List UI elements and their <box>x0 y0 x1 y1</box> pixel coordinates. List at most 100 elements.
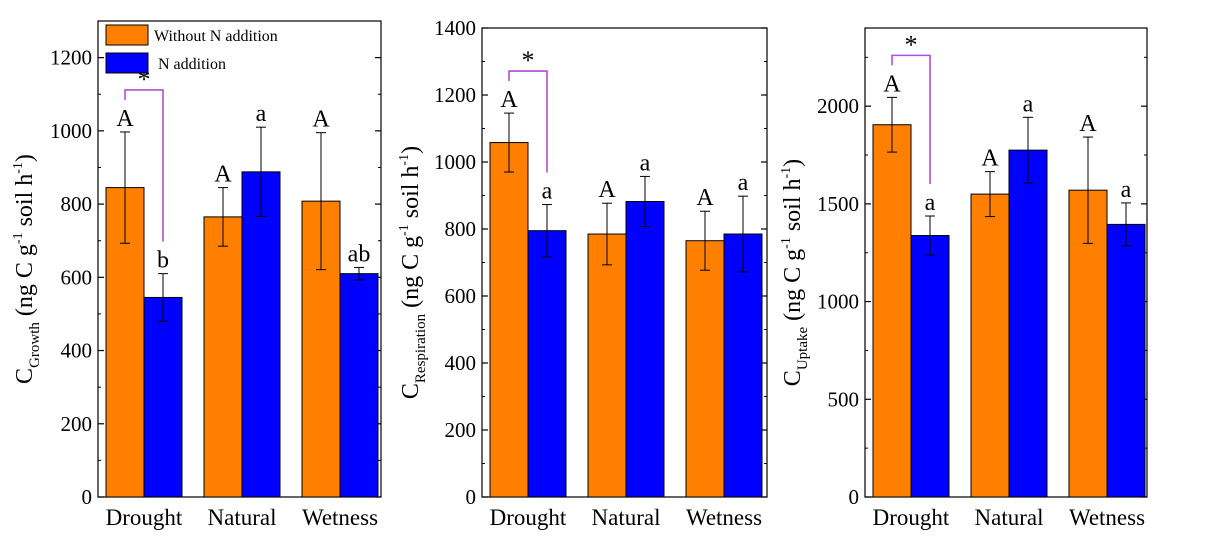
x-tick-label: Wetness <box>1069 505 1145 530</box>
significance-letter: A <box>696 185 714 211</box>
y-tick-label: 200 <box>61 412 93 436</box>
bar <box>587 233 627 498</box>
bar <box>910 235 950 498</box>
significance-letter: a <box>1121 177 1132 203</box>
y-tick-label: 1000 <box>817 290 859 314</box>
y-axis-label-part: (ng C g <box>398 236 424 314</box>
y-axis-label-part: ) <box>398 146 424 154</box>
y-axis-label-part: -1 <box>11 162 26 174</box>
significance-letter: A <box>598 177 616 203</box>
y-tick-label: 1200 <box>434 83 476 107</box>
y-axis-label-part: -1 <box>397 224 412 236</box>
bar <box>527 230 567 498</box>
y-axis-label: CGrowth (ng C g-1 soil h-1) <box>11 154 43 384</box>
y-tick-label: 0 <box>466 485 477 509</box>
bar <box>241 171 281 498</box>
y-tick-label: 1000 <box>434 150 476 174</box>
y-axis-label-part: -1 <box>779 237 794 249</box>
y-tick-label: 800 <box>61 192 93 216</box>
legend-label: N addition <box>158 56 226 73</box>
bar <box>625 201 665 498</box>
y-axis-label-part: -1 <box>779 167 794 179</box>
significance-letter: A <box>312 107 330 133</box>
x-tick-label: Drought <box>490 505 567 530</box>
significance-letter: A <box>883 71 901 97</box>
y-axis-label-part: soil h <box>398 166 424 225</box>
y-axis-label-part: ) <box>12 154 38 162</box>
legend-swatch <box>105 52 149 74</box>
significance-star: * <box>522 46 535 75</box>
bar <box>872 124 912 498</box>
y-axis-label-part: (ng C g <box>780 249 806 327</box>
bar <box>1106 223 1146 498</box>
significance-star: * <box>905 30 918 59</box>
significance-letter: A <box>981 146 999 172</box>
y-axis-label-part: Uptake <box>795 327 811 371</box>
significance-letter: a <box>640 150 651 176</box>
bar <box>203 216 243 498</box>
y-axis-label-part: Growth <box>27 322 43 368</box>
x-tick-label: Wetness <box>302 505 378 530</box>
significance-letter: a <box>542 179 553 205</box>
x-tick-label: Drought <box>106 505 183 530</box>
bar <box>1008 149 1048 498</box>
significance-letter: a <box>256 101 267 127</box>
y-tick-label: 1400 <box>434 16 476 40</box>
x-tick-label: Natural <box>592 505 661 530</box>
significance-letter: b <box>157 248 169 274</box>
significance-letter: ab <box>348 241 371 267</box>
legend-swatch <box>105 24 149 46</box>
y-tick-label: 400 <box>445 351 477 375</box>
bar <box>723 233 763 498</box>
significance-bracket <box>124 89 164 242</box>
y-tick-label: 800 <box>445 217 477 241</box>
legend: Without N addition N addition <box>105 24 278 74</box>
y-axis-label-part: (ng C g <box>12 244 38 322</box>
significance-letter: A <box>214 162 232 188</box>
significance-letter: a <box>738 170 749 196</box>
significance-letter: a <box>1023 91 1034 117</box>
y-tick-label: 0 <box>82 485 93 509</box>
x-tick-label: Drought <box>873 505 950 530</box>
bar <box>489 142 529 498</box>
bar <box>339 273 379 498</box>
legend-label: Without N addition <box>154 28 278 45</box>
significance-bracket <box>508 70 548 173</box>
y-axis-label: CUptake (ng C g-1 soil h-1) <box>779 159 811 386</box>
y-axis-label-part: soil h <box>780 178 806 237</box>
bar <box>970 193 1010 498</box>
significance-letter: A <box>1079 111 1097 137</box>
bar <box>685 240 725 498</box>
y-tick-label: 2000 <box>817 94 859 118</box>
y-tick-label: 400 <box>61 339 93 363</box>
y-tick-label: 200 <box>445 418 477 442</box>
significance-bracket <box>891 54 931 184</box>
x-tick-label: Wetness <box>686 505 762 530</box>
y-axis-label-part: soil h <box>12 174 38 233</box>
y-tick-label: 1000 <box>50 119 92 143</box>
x-tick-label: Natural <box>975 505 1044 530</box>
bar <box>143 296 183 498</box>
panel-2: 0 200 400 600 800 1000 1200 1400 CRespiration (n… <box>397 16 768 530</box>
y-axis-label-part: C <box>780 370 806 386</box>
significance-letter: A <box>116 106 134 132</box>
y-tick-label: 0 <box>849 485 860 509</box>
significance-letter: A <box>500 87 518 113</box>
y-tick-label: 600 <box>61 265 93 289</box>
y-tick-label: 1200 <box>50 46 92 70</box>
y-axis-label-part: -1 <box>397 154 412 166</box>
y-tick-label: 600 <box>445 284 477 308</box>
y-axis-label-part: Respiration <box>413 313 429 383</box>
y-axis-label: CRespiration (ng C g-1 soil h-1) <box>397 146 429 399</box>
x-tick-label: Natural <box>208 505 277 530</box>
y-axis-label-part: -1 <box>11 232 26 244</box>
y-axis-label-part: C <box>12 368 38 384</box>
significance-letter: a <box>925 190 936 216</box>
y-tick-label: 500 <box>828 387 860 411</box>
y-tick-label: 1500 <box>817 192 859 216</box>
y-axis-label-part: ) <box>780 159 806 167</box>
